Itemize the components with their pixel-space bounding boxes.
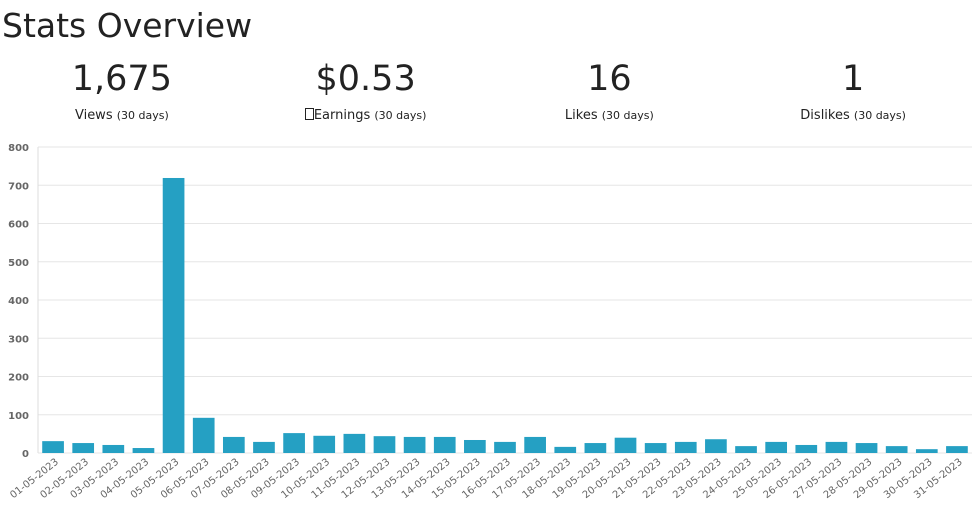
bar: [283, 433, 305, 453]
stat-label: Earnings: [313, 108, 371, 123]
y-tick-label: 400: [8, 296, 29, 307]
stat-label: Views: [74, 108, 113, 123]
bar: [614, 437, 637, 453]
bar: [946, 446, 968, 453]
stat-value: 16: [587, 59, 632, 99]
bar: [584, 443, 607, 453]
bar: [253, 441, 275, 453]
bar: [705, 439, 727, 453]
stat-label-line: Dislikes (30 days): [731, 108, 975, 123]
stat-period: (30 days): [374, 109, 427, 122]
y-tick-label: 200: [8, 373, 29, 384]
bar: [644, 443, 667, 453]
stat-value: 1,675: [71, 59, 172, 99]
stat-label: Likes: [564, 108, 598, 123]
bar: [102, 444, 125, 453]
bar: [554, 446, 577, 453]
bar: [524, 436, 546, 453]
stat-label: Dislikes: [800, 108, 850, 123]
icon: [304, 108, 314, 120]
stat-label-line: Earnings (30 days): [244, 108, 488, 123]
bar: [72, 443, 95, 453]
bar: [825, 441, 848, 453]
chart: 010020030040050060070080001-05-202302-05…: [8, 143, 972, 501]
bar: [403, 436, 426, 453]
bar: [795, 444, 818, 453]
y-tick-label: 300: [8, 334, 29, 345]
bar: [464, 439, 486, 453]
stat: 1,675 Views (30 days): [0, 58, 244, 123]
bar: [915, 449, 938, 453]
y-tick-label: 600: [8, 220, 29, 231]
y-tick-label: 100: [8, 411, 29, 422]
stat: 1 Dislikes (30 days): [731, 58, 975, 123]
bar: [313, 435, 336, 453]
stat-value: 1: [841, 59, 865, 99]
y-tick-label: 800: [8, 143, 29, 154]
bar: [343, 433, 366, 453]
stat: 16 Likes (30 days): [488, 58, 732, 123]
bar: [885, 446, 908, 453]
stat-period: (30 days): [601, 109, 654, 122]
y-tick-label: 0: [22, 449, 29, 460]
bar: [222, 436, 245, 453]
stat-value: $0.53: [315, 59, 416, 99]
stats-row: 1,675 Views (30 days) $0.53 Earnings (30 da…: [0, 58, 975, 123]
bar: [162, 177, 185, 454]
stat-period: (30 days): [116, 109, 169, 122]
stat-period: (30 days): [853, 109, 906, 122]
stat: $0.53 Earnings (30 days): [244, 58, 488, 123]
bar: [132, 448, 155, 453]
bar: [674, 441, 697, 453]
bar: [494, 441, 516, 453]
bar: [735, 446, 757, 453]
bar: [192, 417, 215, 453]
y-tick-label: 700: [8, 181, 29, 192]
bar: [42, 441, 64, 453]
bar: [855, 443, 878, 453]
page-title: Stats Overview: [2, 6, 253, 45]
stat-label-line: Views (30 days): [0, 108, 244, 123]
bar: [433, 436, 456, 453]
bar: [373, 436, 396, 453]
stat-label-line: Likes (30 days): [488, 108, 732, 123]
y-tick-label: 500: [8, 258, 29, 269]
bar: [765, 441, 788, 453]
